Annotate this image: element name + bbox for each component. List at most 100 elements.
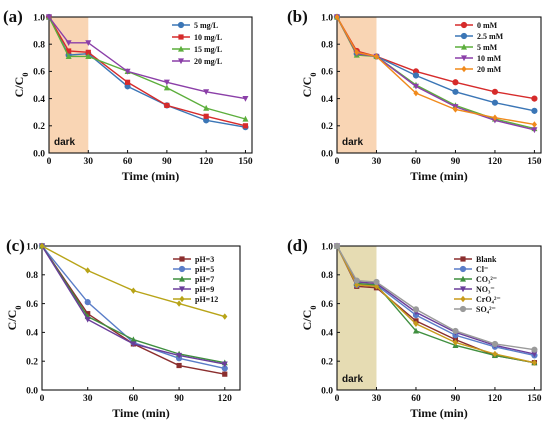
data-point bbox=[413, 89, 419, 97]
x-tick-label: 60 bbox=[411, 394, 421, 404]
data-point bbox=[84, 316, 91, 323]
data-point bbox=[222, 371, 228, 377]
x-tick-label: 90 bbox=[162, 157, 172, 167]
data-point bbox=[176, 300, 182, 307]
y-axis-title: C/C0 bbox=[300, 73, 318, 98]
data-point bbox=[354, 49, 360, 56]
chart-panel-3: 0 30 60 90 120 0.0 0.2 0.4 0.6 0.8 1.0 Time (min) C/… bbox=[5, 236, 241, 420]
data-point bbox=[491, 340, 499, 348]
data-point bbox=[124, 68, 131, 75]
legend-marker bbox=[177, 21, 185, 29]
data-point bbox=[373, 53, 380, 60]
legend-marker bbox=[460, 256, 466, 262]
y-tick-label: 0.8 bbox=[321, 271, 333, 281]
legend-label: Blank bbox=[476, 255, 497, 264]
dark-label: dark bbox=[342, 137, 364, 148]
data-point bbox=[176, 352, 183, 359]
data-point bbox=[492, 350, 498, 358]
data-point bbox=[65, 40, 72, 47]
data-point bbox=[163, 84, 170, 91]
y-tick-label: 0.2 bbox=[33, 122, 45, 132]
legend-label: 10 mg/L bbox=[194, 33, 222, 42]
data-point bbox=[130, 336, 137, 343]
data-point bbox=[491, 88, 499, 95]
y-axis-title: C/C0 bbox=[5, 306, 23, 331]
legend-label: pH=5 bbox=[195, 265, 214, 274]
y-tick-label: 0.0 bbox=[33, 149, 45, 159]
legend-label: pH=12 bbox=[195, 295, 218, 304]
x-tick-label: 120 bbox=[199, 157, 214, 167]
data-point bbox=[333, 242, 341, 250]
data-point bbox=[531, 346, 538, 353]
axes-frame bbox=[41, 245, 241, 391]
legend-label: 20 mg/L bbox=[194, 57, 222, 66]
data-point bbox=[203, 104, 210, 111]
legend-marker bbox=[178, 58, 184, 65]
data-point bbox=[531, 127, 538, 134]
x-tick-label: 30 bbox=[83, 394, 93, 404]
x-tick-label: 90 bbox=[174, 394, 184, 404]
panel-label: (b) bbox=[287, 7, 308, 26]
x-tick-label: 0 bbox=[47, 157, 52, 167]
data-point bbox=[452, 88, 459, 95]
data-point bbox=[492, 114, 498, 121]
y-tick-label: 1.0 bbox=[321, 13, 333, 23]
data-point bbox=[334, 13, 340, 21]
dark-region bbox=[49, 17, 89, 153]
axes-frame bbox=[336, 245, 542, 391]
legend-marker bbox=[178, 45, 184, 52]
data-point bbox=[452, 79, 459, 86]
data-point bbox=[203, 113, 209, 119]
legend-marker bbox=[461, 43, 467, 50]
data-point bbox=[452, 327, 459, 335]
data-point bbox=[531, 95, 538, 102]
y-tick-label: 0.0 bbox=[321, 386, 333, 396]
x-tick-label: 150 bbox=[527, 157, 542, 167]
y-tick-label: 0.2 bbox=[26, 358, 38, 368]
x-axis-title: Time (min) bbox=[112, 406, 169, 420]
y-tick-label: 0.6 bbox=[26, 300, 38, 310]
legend-marker bbox=[459, 265, 467, 273]
data-point bbox=[163, 79, 170, 86]
y-tick-label: 0.6 bbox=[33, 68, 45, 78]
legend-marker bbox=[460, 286, 466, 293]
data-point bbox=[531, 359, 538, 366]
data-point bbox=[85, 40, 92, 47]
y-tick-label: 1.0 bbox=[26, 242, 38, 252]
data-point bbox=[412, 72, 420, 79]
data-point bbox=[531, 121, 538, 128]
dark-region bbox=[337, 17, 377, 153]
legend-marker bbox=[179, 286, 185, 293]
legend-label: 5 mg/L bbox=[194, 21, 218, 30]
data-point bbox=[85, 53, 92, 60]
data-point bbox=[353, 277, 360, 284]
x-tick-label: 30 bbox=[84, 157, 94, 167]
y-tick-label: 0.4 bbox=[321, 95, 333, 105]
legend-marker bbox=[179, 256, 185, 262]
y-tick-label: 0.8 bbox=[33, 41, 45, 51]
data-point bbox=[221, 361, 228, 368]
legend-label: 0 mM bbox=[477, 21, 498, 30]
y-axis-title: C/C0 bbox=[12, 73, 30, 98]
panel-label: (d) bbox=[287, 236, 308, 255]
legend-label: CrO₄²⁻ bbox=[476, 295, 501, 304]
legend-label: 5 mM bbox=[477, 43, 498, 52]
y-tick-label: 0.0 bbox=[321, 149, 333, 159]
data-point bbox=[176, 362, 182, 369]
legend-label: 10 mM bbox=[477, 54, 502, 63]
data-point bbox=[531, 351, 538, 358]
x-tick-label: 150 bbox=[527, 394, 542, 404]
y-tick-label: 1.0 bbox=[321, 242, 333, 252]
data-point bbox=[412, 327, 419, 334]
y-tick-label: 0.2 bbox=[321, 358, 333, 368]
data-point bbox=[85, 267, 91, 274]
x-tick-label: 0 bbox=[335, 394, 340, 404]
panel-label: (c) bbox=[6, 236, 25, 255]
y-tick-label: 0.0 bbox=[26, 386, 38, 396]
data-point bbox=[124, 79, 131, 85]
x-tick-label: 120 bbox=[488, 157, 503, 167]
legend-marker bbox=[178, 34, 184, 40]
